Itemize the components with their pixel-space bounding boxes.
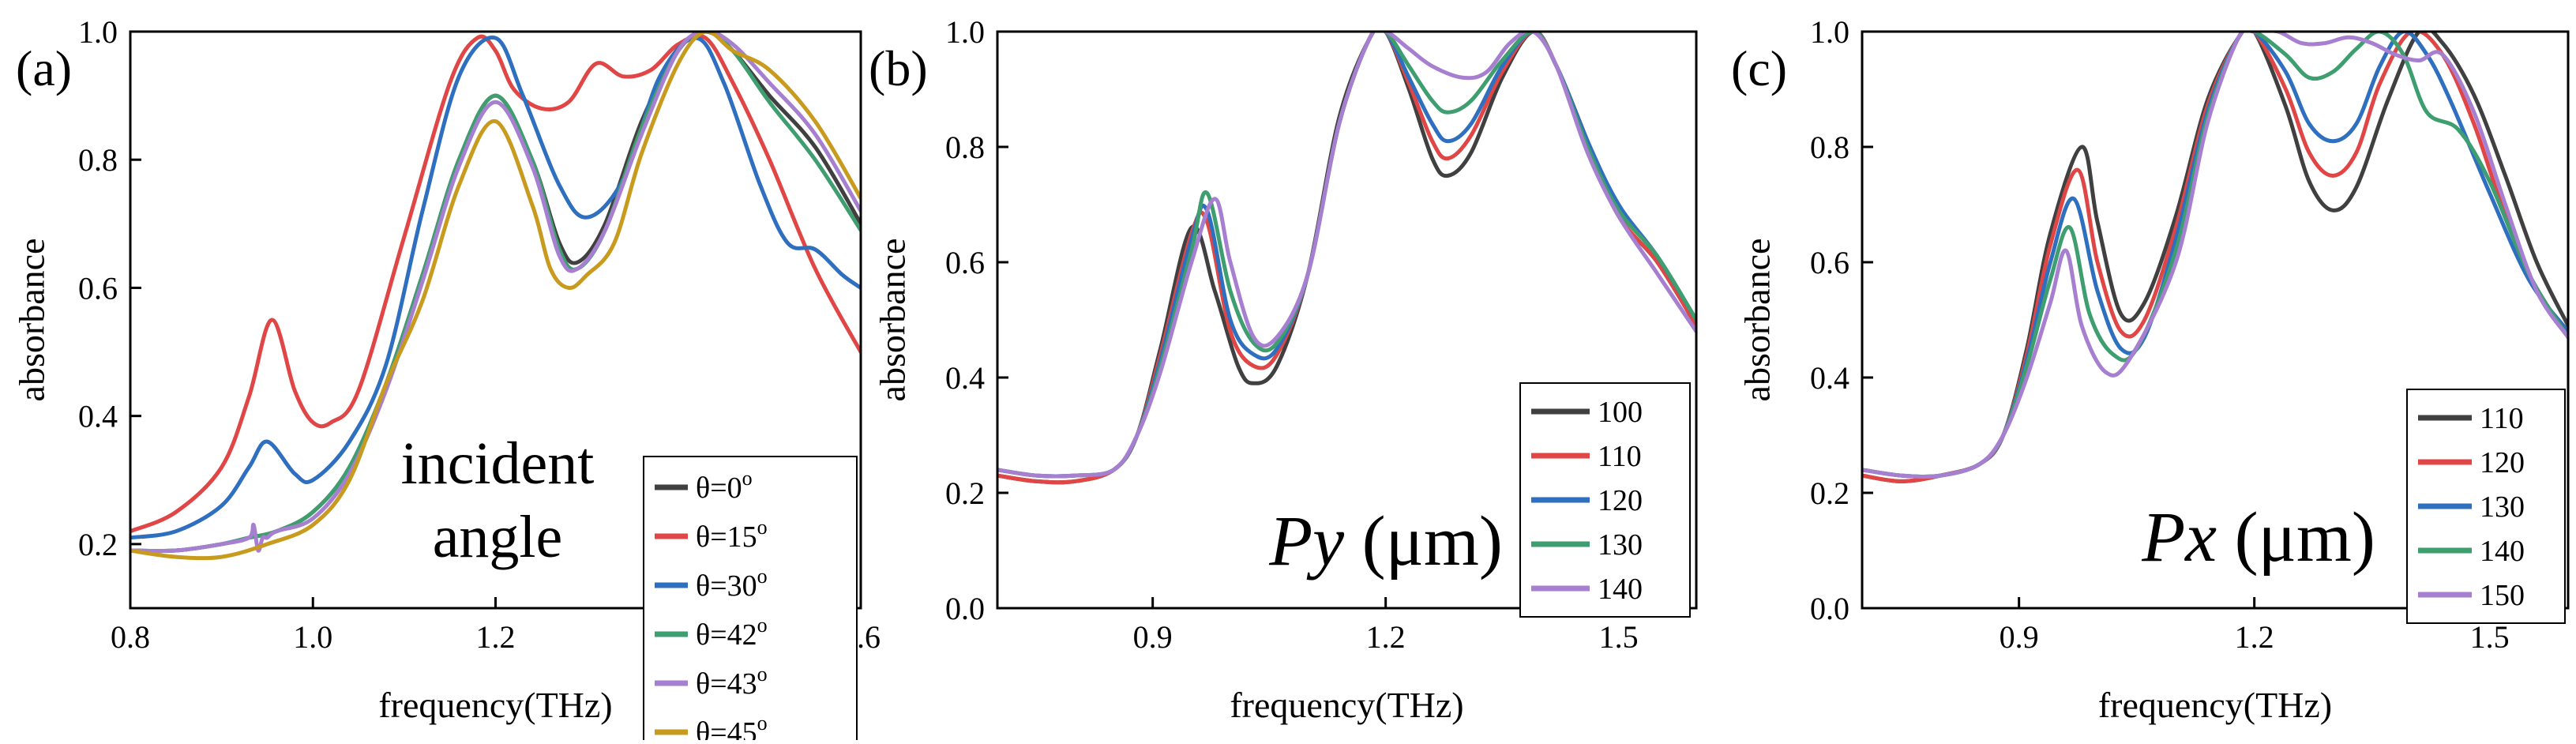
series-line-4 [1862, 32, 2568, 479]
annotation-line-1: incident [401, 430, 595, 497]
x-tick-label: 1.0 [293, 619, 332, 655]
y-tick-label: 1.0 [1810, 14, 1849, 50]
panel-label: (a) [16, 40, 72, 96]
legend-label-1: 110 [1598, 440, 1642, 473]
x-axis-label: frequency(THz) [1230, 685, 1463, 725]
legend-label-1: 120 [2480, 446, 2525, 479]
panel-1: 0.9 1.2 1.5 0.0 0.2 0.4 0.6 0.8 1.0 frequency(THz… [869, 14, 1698, 725]
series-group [997, 32, 1696, 485]
y-tick-label: 0.0 [945, 591, 985, 626]
legend: θ=0o θ=15o θ=30o θ=42o θ=43o θ=45o [643, 456, 858, 744]
panel-label: (c) [1731, 40, 1787, 96]
legend-label-1: θ=15o [696, 516, 768, 554]
y-tick-label: 0.4 [1810, 360, 1849, 396]
y-tick-label: 0.4 [78, 399, 118, 434]
legend: 110 120 130 140 150 [2406, 389, 2566, 624]
y-axis-label: absorbance [873, 239, 913, 402]
panel-2: 0.9 1.2 1.5 0.0 0.2 0.4 0.6 0.8 1.0 frequency(THz… [1731, 14, 2570, 725]
panel-label: (b) [869, 40, 928, 96]
series-line-1 [130, 33, 861, 534]
legend-label-4: 150 [2480, 579, 2525, 612]
annotation-symbol: Py [1268, 502, 1344, 581]
y-tick-label: 0.8 [1810, 130, 1849, 165]
y-tick-label: 1.0 [78, 14, 118, 50]
y-axis-label: absorbance [12, 239, 52, 402]
y-axis-label: absorbance [1737, 239, 1778, 402]
annotation-line-2: angle [433, 504, 563, 570]
y-tick-label: 0.0 [1810, 591, 1849, 626]
legend-label-4: θ=43o [696, 663, 768, 701]
x-tick-label: 1.2 [1366, 619, 1406, 655]
x-tick-label: 1.5 [1599, 619, 1639, 655]
x-tick-label: 1.5 [2470, 619, 2510, 655]
series-line-5 [130, 32, 861, 561]
annotation: Px (μm) [2141, 498, 2375, 577]
y-tick-label: 0.2 [1810, 475, 1849, 511]
series-line-4 [997, 32, 1696, 479]
series-group [130, 32, 861, 561]
x-axis-label: frequency(THz) [2098, 685, 2332, 725]
x-tick-label: 1.2 [2235, 619, 2274, 655]
y-tick-label: 0.6 [78, 270, 118, 306]
plot-frame [996, 30, 1698, 610]
annotation: Py (μm) [1268, 502, 1503, 581]
x-axis-label: frequency(THz) [378, 685, 612, 725]
legend-label-3: 130 [1598, 528, 1643, 562]
y-tick-label: 0.2 [78, 527, 118, 562]
y-tick-label: 0.2 [945, 475, 985, 511]
y-tick-label: 0.6 [945, 245, 985, 280]
x-tick-label: 0.9 [1133, 619, 1173, 655]
series-group [1862, 32, 2568, 483]
x-tick-label: 0.9 [2000, 619, 2039, 655]
legend-label-4: 140 [1598, 573, 1643, 606]
legend-label-3: θ=42o [696, 614, 768, 652]
y-tick-label: 0.4 [945, 360, 985, 396]
legend-label-2: 120 [1598, 484, 1643, 517]
legend-label-3: 140 [2480, 535, 2525, 568]
x-tick-label: 1.2 [476, 619, 516, 655]
legend-label-0: θ=0o [696, 467, 753, 505]
y-tick-label: 0.8 [78, 142, 118, 178]
y-tick-label: 0.6 [1810, 245, 1849, 280]
annotation-unit: (μm) [1344, 502, 1503, 581]
legend-label-0: 110 [2480, 402, 2524, 435]
legend-label-2: θ=30o [696, 565, 768, 603]
legend: 100 110 120 130 140 [1519, 382, 1691, 618]
x-tick-label: 0.8 [111, 619, 150, 655]
legend-box [643, 456, 858, 744]
y-tick-label: 1.0 [945, 14, 985, 50]
legend-label-2: 130 [2480, 490, 2525, 524]
plot-frame [1861, 30, 2570, 610]
legend-label-0: 100 [1598, 396, 1643, 429]
legend-label-5: θ=45o [696, 712, 768, 740]
y-tick-label: 0.8 [945, 130, 985, 165]
panel-0: 0.81.01.21.41.60.20.40.60.81.0frequency(… [12, 14, 881, 744]
annotation-unit: (μm) [2217, 498, 2375, 577]
series-line-2 [130, 36, 861, 540]
annotation-symbol: Px [2141, 498, 2217, 577]
